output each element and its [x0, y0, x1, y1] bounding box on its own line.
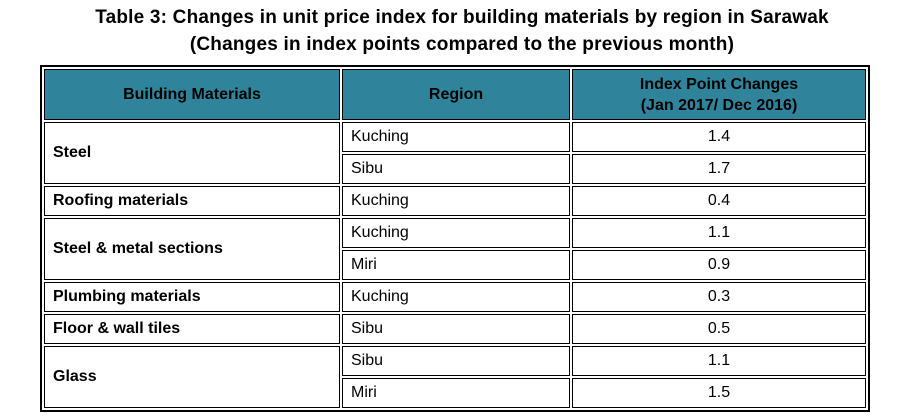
table-row: Plumbing materials Kuching 0.3: [44, 282, 866, 312]
table-body: Steel Kuching 1.4 Sibu 1.7 Roofing materials K…: [44, 122, 866, 408]
header-index-point-changes: Index Point Changes (Jan 2017/ Dec 2016): [572, 69, 866, 120]
material-cell: Glass: [44, 346, 340, 408]
header-index-point-changes-line2: (Jan 2017/ Dec 2016): [640, 96, 798, 114]
index-change-value-cell: 0.3: [572, 282, 866, 312]
index-change-value-cell: 1.1: [572, 346, 866, 376]
material-cell: Floor & wall tiles: [44, 314, 340, 344]
index-change-value-cell: 0.4: [572, 186, 866, 216]
index-change-value-cell: 1.1: [572, 218, 866, 248]
table-row: Steel & metal sections Kuching 1.1: [44, 218, 866, 280]
table-row: Floor & wall tiles Sibu 0.5: [44, 314, 866, 344]
region-cell: Miri: [342, 250, 570, 280]
region-cell: Kuching: [342, 122, 570, 152]
table-title-line1: Table 3: Changes in unit price index for…: [95, 7, 829, 28]
material-cell: Steel & metal sections: [44, 218, 340, 280]
header-index-point-changes-line1: Index Point Changes: [639, 75, 799, 93]
header-building-materials: Building Materials: [44, 69, 340, 120]
index-change-value-cell: 1.5: [572, 378, 866, 408]
region-cell: Kuching: [342, 186, 570, 216]
region-cell: Sibu: [342, 154, 570, 184]
region-cell: Kuching: [342, 282, 570, 312]
index-change-value-cell: 1.4: [572, 122, 866, 152]
material-cell: Plumbing materials: [44, 282, 340, 312]
region-cell: Miri: [342, 378, 570, 408]
table-row: Glass Sibu 1.1: [44, 346, 866, 408]
index-change-value-cell: 1.7: [572, 154, 866, 184]
index-change-value-cell: 0.9: [572, 250, 866, 280]
region-cell: Kuching: [342, 218, 570, 248]
table-row: Steel Kuching 1.4: [44, 122, 866, 184]
table-title: Table 3: Changes in unit price index for…: [0, 0, 924, 58]
building-materials-table: Building Materials Region Index Point Ch…: [40, 65, 870, 412]
header-region: Region: [342, 69, 570, 120]
region-cell: Sibu: [342, 346, 570, 376]
table-row: Miri 1.5: [44, 378, 866, 408]
region-cell: Sibu: [342, 314, 570, 344]
table-title-line2: (Changes in index points compared to the…: [189, 34, 735, 55]
material-cell: Roofing materials: [44, 186, 340, 216]
table-row: Roofing materials Kuching 0.4: [44, 186, 866, 216]
table-row: Sibu 1.7: [44, 154, 866, 184]
table-header-row: Building Materials Region Index Point Ch…: [44, 69, 866, 120]
material-cell: Steel: [44, 122, 340, 184]
table-row: Miri 0.9: [44, 250, 866, 280]
index-change-value-cell: 0.5: [572, 314, 866, 344]
